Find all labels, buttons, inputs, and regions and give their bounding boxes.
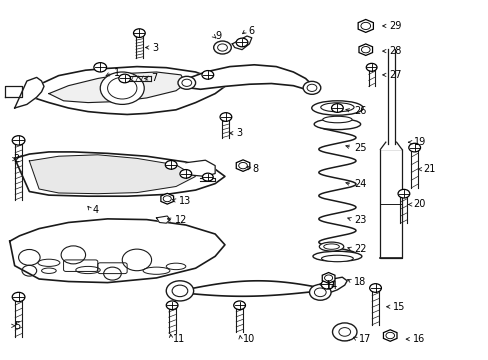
Text: 9: 9 [215, 31, 222, 41]
Ellipse shape [311, 101, 362, 115]
Circle shape [220, 113, 231, 121]
Circle shape [331, 104, 343, 112]
Circle shape [12, 292, 25, 302]
Circle shape [303, 81, 320, 94]
Ellipse shape [313, 119, 360, 130]
Text: 15: 15 [392, 302, 405, 312]
Text: 22: 22 [353, 244, 366, 254]
Text: 3: 3 [152, 42, 158, 53]
Text: 8: 8 [252, 164, 258, 174]
Text: 24: 24 [353, 179, 366, 189]
Polygon shape [387, 49, 394, 144]
Circle shape [369, 284, 381, 292]
Text: 16: 16 [412, 334, 424, 344]
Circle shape [166, 281, 193, 301]
Polygon shape [27, 67, 224, 114]
Text: 4: 4 [92, 204, 99, 215]
Bar [380, 149, 401, 258]
Text: 1: 1 [114, 68, 121, 78]
Circle shape [366, 63, 376, 71]
Circle shape [309, 284, 330, 300]
Polygon shape [5, 86, 22, 97]
Polygon shape [180, 281, 320, 296]
Circle shape [202, 71, 213, 79]
Polygon shape [15, 77, 44, 108]
Circle shape [408, 143, 420, 152]
Ellipse shape [319, 242, 343, 251]
Circle shape [12, 136, 25, 145]
Text: 11: 11 [173, 334, 185, 344]
Polygon shape [322, 273, 334, 283]
Polygon shape [358, 44, 372, 55]
Text: 18: 18 [353, 276, 366, 287]
Circle shape [165, 161, 177, 169]
Text: 17: 17 [358, 334, 370, 344]
Text: 19: 19 [413, 137, 425, 147]
Polygon shape [312, 277, 346, 293]
Circle shape [202, 173, 213, 181]
Text: 29: 29 [388, 21, 401, 31]
Text: 21: 21 [423, 164, 435, 174]
Circle shape [321, 280, 333, 289]
Circle shape [180, 170, 191, 178]
Text: 27: 27 [388, 70, 401, 80]
Circle shape [332, 323, 356, 341]
Circle shape [133, 29, 145, 37]
Polygon shape [185, 160, 215, 176]
Circle shape [178, 76, 195, 89]
Polygon shape [383, 330, 396, 341]
Text: 20: 20 [413, 199, 425, 210]
Text: 3: 3 [236, 128, 243, 138]
Text: 7: 7 [151, 73, 157, 84]
Polygon shape [49, 72, 185, 103]
Circle shape [94, 63, 106, 72]
Text: 26: 26 [353, 106, 366, 116]
Text: 10: 10 [242, 334, 254, 344]
Circle shape [236, 38, 247, 47]
Polygon shape [183, 65, 312, 90]
Ellipse shape [320, 103, 353, 112]
Text: 6: 6 [248, 26, 254, 36]
Text: 14: 14 [325, 281, 337, 291]
Polygon shape [357, 19, 373, 32]
Polygon shape [232, 36, 251, 50]
Text: 5: 5 [14, 321, 20, 331]
Ellipse shape [321, 255, 352, 262]
Polygon shape [156, 216, 170, 223]
Circle shape [119, 74, 130, 83]
Polygon shape [200, 178, 215, 181]
Ellipse shape [322, 116, 351, 123]
Text: 23: 23 [353, 215, 366, 225]
Polygon shape [29, 155, 195, 194]
Text: 2: 2 [14, 154, 20, 164]
Text: 25: 25 [353, 143, 366, 153]
Text: 12: 12 [175, 215, 187, 225]
Polygon shape [236, 160, 249, 171]
Circle shape [213, 41, 231, 54]
Polygon shape [380, 142, 401, 149]
Circle shape [397, 189, 409, 198]
Text: 28: 28 [388, 46, 401, 56]
Polygon shape [161, 193, 173, 204]
Circle shape [166, 301, 178, 310]
Polygon shape [10, 219, 224, 283]
Ellipse shape [312, 251, 361, 261]
Circle shape [233, 301, 245, 310]
Text: 13: 13 [179, 196, 191, 206]
Polygon shape [15, 152, 224, 196]
Circle shape [100, 72, 144, 104]
